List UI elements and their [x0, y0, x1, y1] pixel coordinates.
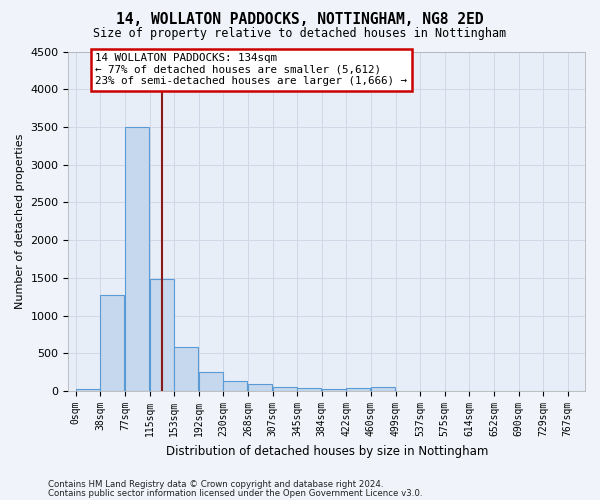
Bar: [248, 384, 272, 391]
Bar: [199, 372, 223, 391]
Bar: [322, 389, 346, 391]
Text: Contains public sector information licensed under the Open Government Licence v3: Contains public sector information licen…: [48, 489, 422, 498]
Bar: [297, 388, 321, 391]
Bar: [100, 296, 124, 391]
X-axis label: Distribution of detached houses by size in Nottingham: Distribution of detached houses by size …: [166, 444, 488, 458]
Bar: [346, 388, 370, 391]
Y-axis label: Number of detached properties: Number of detached properties: [15, 134, 25, 309]
Text: Size of property relative to detached houses in Nottingham: Size of property relative to detached ho…: [94, 28, 506, 40]
Bar: [149, 280, 173, 391]
Bar: [272, 386, 296, 391]
Text: 14 WOLLATON PADDOCKS: 134sqm
← 77% of detached houses are smaller (5,612)
23% of: 14 WOLLATON PADDOCKS: 134sqm ← 77% of de…: [95, 53, 407, 86]
Text: 14, WOLLATON PADDOCKS, NOTTINGHAM, NG8 2ED: 14, WOLLATON PADDOCKS, NOTTINGHAM, NG8 2…: [116, 12, 484, 28]
Text: Contains HM Land Registry data © Crown copyright and database right 2024.: Contains HM Land Registry data © Crown c…: [48, 480, 383, 489]
Bar: [174, 348, 198, 391]
Bar: [125, 127, 149, 391]
Bar: [76, 389, 100, 391]
Bar: [371, 388, 395, 391]
Bar: [223, 380, 247, 391]
